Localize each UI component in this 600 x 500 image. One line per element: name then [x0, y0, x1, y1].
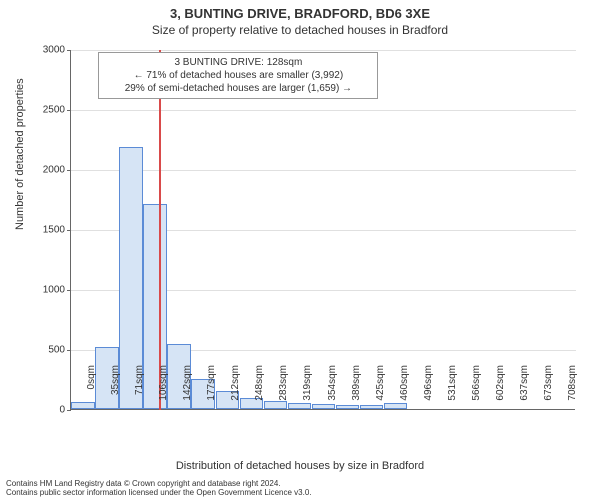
ytick-label: 500: [15, 345, 65, 356]
ytick-mark: [67, 170, 71, 171]
ytick-label: 3000: [15, 45, 65, 56]
ytick-label: 1500: [15, 225, 65, 236]
xtick-label: 248sqm: [254, 365, 265, 415]
footer-line2: Contains public sector information licen…: [6, 489, 312, 498]
annotation-box: 3 BUNTING DRIVE: 128sqm ← 71% of detache…: [98, 52, 378, 99]
annotation-line3: 29% of semi-detached houses are larger (…: [105, 82, 371, 95]
ytick-mark: [67, 50, 71, 51]
xtick-label: 389sqm: [351, 365, 362, 415]
plot-region: [70, 50, 575, 410]
ytick-label: 0: [15, 405, 65, 416]
ytick-mark: [67, 410, 71, 411]
gridline: [71, 110, 576, 111]
footer: Contains HM Land Registry data © Crown c…: [6, 480, 312, 498]
chart-subtitle: Size of property relative to detached ho…: [0, 21, 600, 37]
xtick-label: 708sqm: [567, 365, 578, 415]
xtick-label: 142sqm: [182, 365, 193, 415]
xtick-label: 602sqm: [495, 365, 506, 415]
xtick-label: 673sqm: [543, 365, 554, 415]
gridline: [71, 50, 576, 51]
xtick-label: 637sqm: [519, 365, 530, 415]
xtick-label: 354sqm: [327, 365, 338, 415]
xtick-label: 319sqm: [302, 365, 313, 415]
y-axis-label: Number of detached properties: [14, 78, 26, 230]
ytick-label: 1000: [15, 285, 65, 296]
xtick-label: 71sqm: [134, 365, 145, 415]
x-axis-label: Distribution of detached houses by size …: [0, 460, 600, 472]
xtick-label: 531sqm: [447, 365, 458, 415]
gridline: [71, 170, 576, 171]
ytick-label: 2500: [15, 105, 65, 116]
annotation-line1: 3 BUNTING DRIVE: 128sqm: [105, 56, 371, 69]
xtick-label: 496sqm: [423, 365, 434, 415]
xtick-label: 283sqm: [278, 365, 289, 415]
xtick-label: 177sqm: [206, 365, 217, 415]
xtick-label: 106sqm: [158, 365, 169, 415]
ytick-label: 2000: [15, 165, 65, 176]
xtick-label: 35sqm: [110, 365, 121, 415]
annotation-line2: ← 71% of detached houses are smaller (3,…: [105, 69, 371, 82]
xtick-label: 425sqm: [375, 365, 386, 415]
ytick-mark: [67, 230, 71, 231]
chart-area: 0sqm35sqm71sqm106sqm142sqm177sqm212sqm24…: [70, 50, 575, 410]
chart-container: 3, BUNTING DRIVE, BRADFORD, BD6 3XE Size…: [0, 0, 600, 500]
xtick-label: 460sqm: [399, 365, 410, 415]
ytick-mark: [67, 290, 71, 291]
marker-line: [159, 50, 161, 410]
xtick-label: 0sqm: [86, 365, 97, 415]
ytick-mark: [67, 350, 71, 351]
xtick-label: 566sqm: [471, 365, 482, 415]
xtick-label: 212sqm: [230, 365, 241, 415]
ytick-mark: [67, 110, 71, 111]
chart-title: 3, BUNTING DRIVE, BRADFORD, BD6 3XE: [0, 0, 600, 21]
